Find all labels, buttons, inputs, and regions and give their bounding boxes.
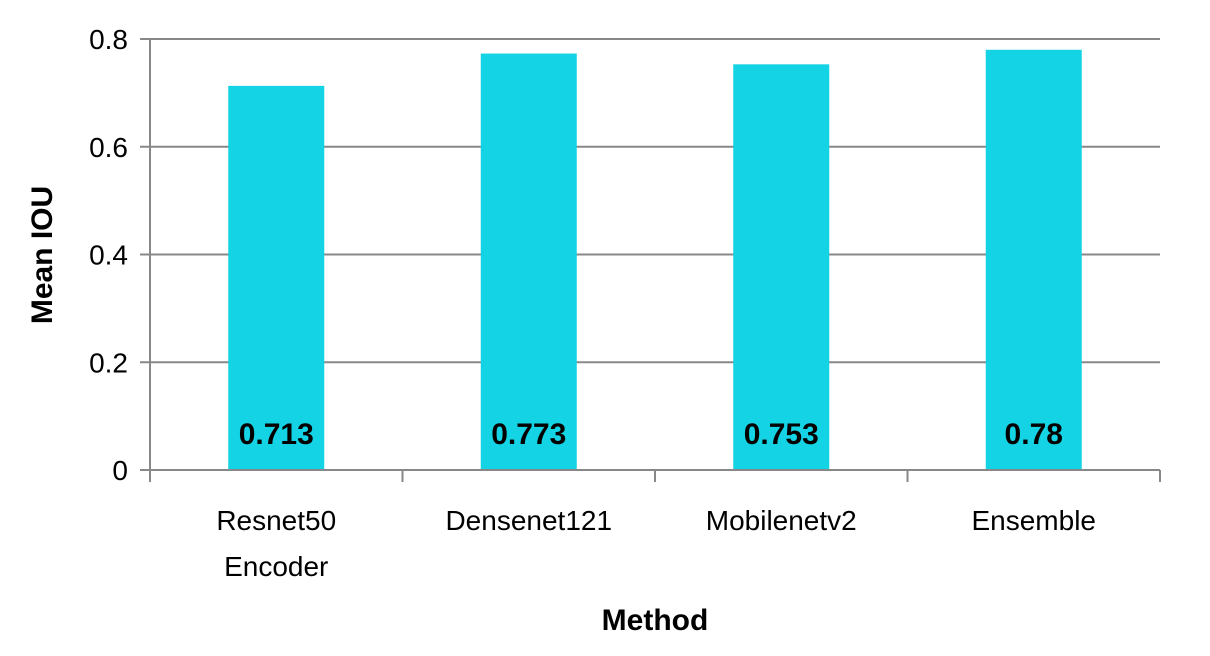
data-labels: 0.713 0.773 0.753 0.78 [239,418,1063,451]
y-tick-label: 0.4 [89,240,128,271]
data-label: 0.78 [1005,418,1063,451]
bars [228,49,1082,471]
bar [985,49,1082,471]
bar [228,85,325,470]
y-tick-label: 0.2 [89,347,128,378]
x-tick-label: Ensemble [971,505,1096,536]
bar [733,64,830,470]
data-label: 0.753 [744,418,819,451]
x-category-labels: Resnet50 Encoder Densenet121 Mobilenetv2 Ens… [216,505,1096,582]
bar [480,53,577,470]
axes [140,39,1161,482]
data-label: 0.713 [239,418,314,451]
y-tick-label: 0.8 [89,24,128,55]
y-axis-title: Mean IOU [26,186,59,324]
x-tick-label: Densenet121 [445,505,612,536]
y-tick-labels: 0 0.2 0.4 0.6 0.8 [89,24,128,486]
x-tick-label: Encoder [224,551,328,582]
y-tick-label: 0.6 [89,132,128,163]
x-axis-title: Method [602,604,709,637]
x-tick-label: Resnet50 [216,505,336,536]
x-tick-label: Mobilenetv2 [706,505,857,536]
data-label: 0.773 [491,418,566,451]
y-tick-label: 0 [112,455,128,486]
